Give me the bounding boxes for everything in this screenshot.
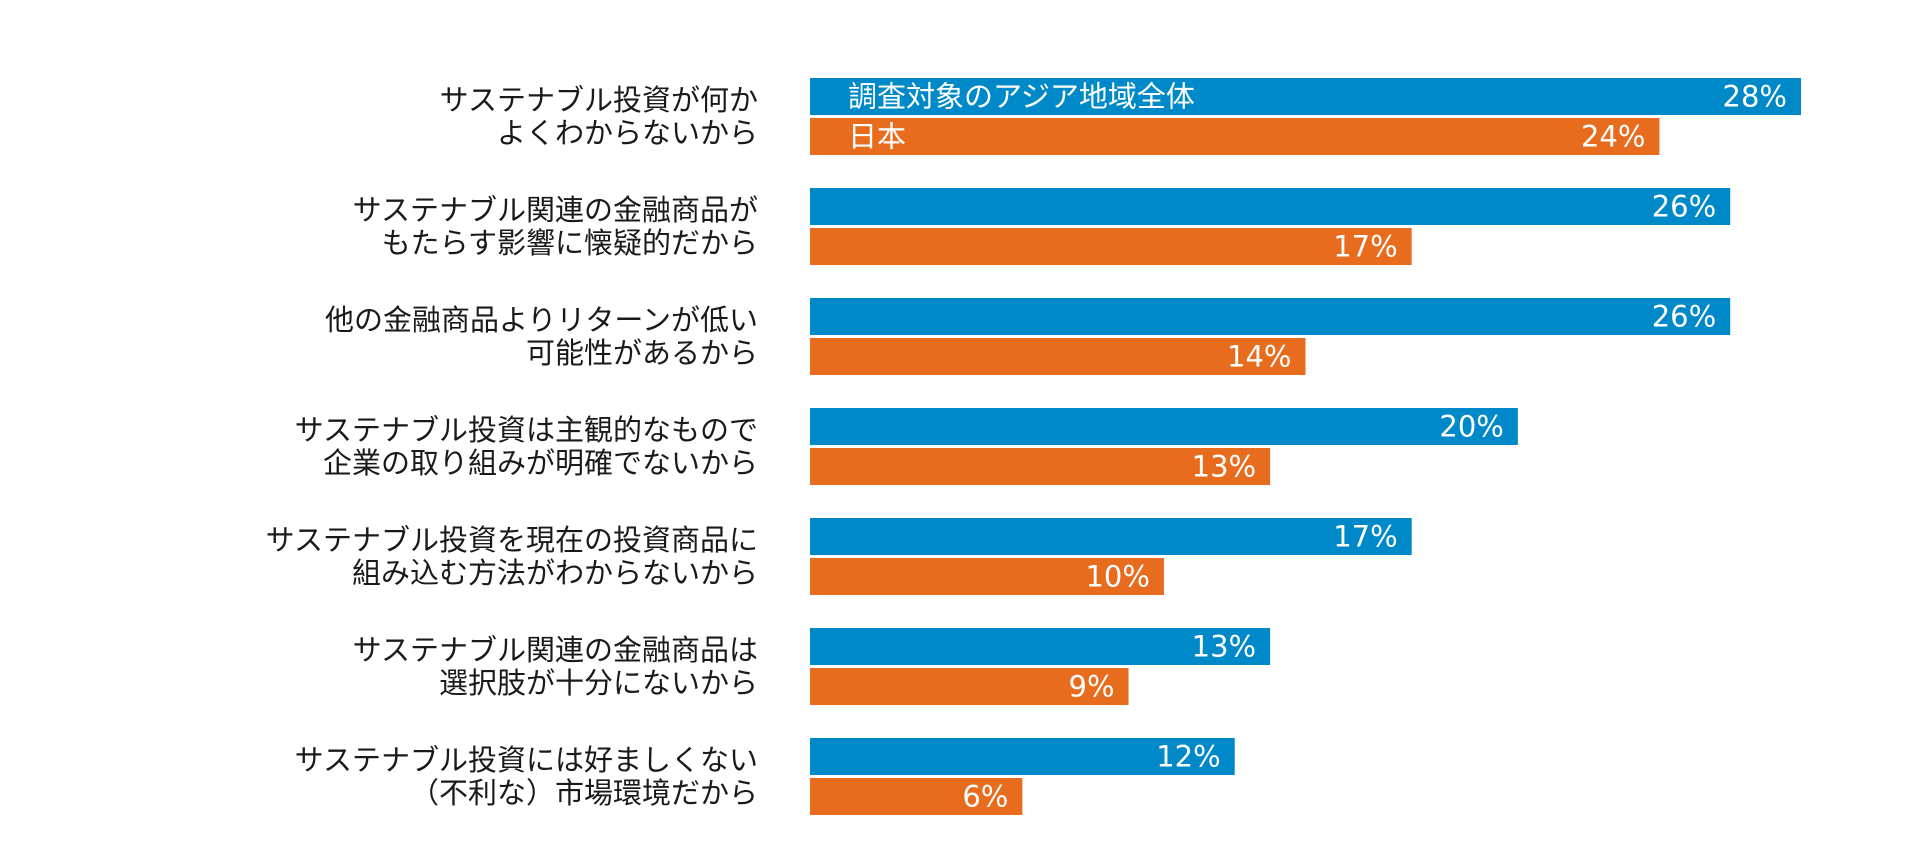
bar [810,518,1412,555]
bar-group: 他の金融商品よりリターンが低い可能性があるから 26% 14% [325,298,1731,375]
category-label-line: よくわからないから [497,116,758,150]
category-label: サステナブル関連の金融商品がもたらす影響に懐疑的だから [353,193,758,260]
bar-value-label: 14% [1227,340,1291,374]
bar-group: サステナブル関連の金融商品は選択肢が十分にないから 13% 9% [353,628,1271,705]
bar [810,228,1412,265]
bar-group: サステナブル投資が何かよくわからないから 28% 調査対象のアジア地域全体 24% 日本 [440,78,1801,155]
bar [810,668,1129,705]
series-legend-label: 日本 [848,120,906,154]
category-label: サステナブル関連の金融商品は選択肢が十分にないから [353,633,758,700]
category-label-line: 可能性があるから [526,336,758,370]
category-label: サステナブル投資には好ましくない（不利な）市場環境だから [295,743,758,810]
category-label-line: サステナブル関連の金融商品が [353,193,758,227]
category-label-line: サステナブル投資には好ましくない [295,743,758,777]
category-label: サステナブル投資は主観的なもので企業の取り組みが明確でないから [295,413,758,480]
category-label-line: （不利な）市場環境だから [410,776,758,810]
bar [810,408,1518,445]
category-label-line: 他の金融商品よりリターンが低い [325,303,758,337]
bar [810,78,1801,115]
category-label: サステナブル投資が何かよくわからないから [440,83,758,150]
bar-group: サステナブル投資を現在の投資商品に組み込む方法がわからないから 17% 10% [266,518,1412,595]
bar [810,628,1271,665]
category-label-line: もたらす影響に懐疑的だから [382,226,758,260]
bar [810,448,1271,485]
bar-value-label: 9% [1069,670,1115,704]
bar-value-label: 17% [1333,230,1397,264]
bar [810,338,1306,375]
bar [810,118,1660,155]
bar [810,738,1235,775]
category-label-line: 組み込む方法がわからないから [352,556,758,590]
bar-group: サステナブル関連の金融商品がもたらす影響に懐疑的だから 26% 17% [353,188,1731,265]
bar-group: サステナブル投資は主観的なもので企業の取り組みが明確でないから 20% 13% [295,408,1518,485]
bar [810,188,1731,225]
category-label: 他の金融商品よりリターンが低い可能性があるから [325,303,758,370]
category-label: サステナブル投資を現在の投資商品に組み込む方法がわからないから [266,523,758,590]
bar-value-label: 17% [1333,520,1397,554]
bar [810,558,1164,595]
bar-group: サステナブル投資には好ましくない（不利な）市場環境だから 12% 6% [295,738,1235,815]
category-label-line: 企業の取り組みが明確でないから [323,446,758,480]
series-legend-label: 調査対象のアジア地域全体 [848,80,1195,114]
bar-value-label: 26% [1652,300,1716,334]
bar-value-label: 12% [1156,740,1220,774]
bar [810,298,1731,335]
bar [810,778,1023,815]
bar-value-label: 26% [1652,190,1716,224]
bar-value-label: 13% [1192,450,1256,484]
category-label-line: サステナブル関連の金融商品は [353,633,758,667]
bar-value-label: 20% [1439,410,1503,444]
category-label-line: サステナブル投資を現在の投資商品に [266,523,758,557]
category-label-line: サステナブル投資は主観的なもので [295,413,758,447]
bar-value-label: 28% [1723,80,1787,114]
bar-value-label: 6% [962,780,1008,814]
category-label-line: サステナブル投資が何か [440,83,758,117]
bar-value-label: 10% [1085,560,1149,594]
bar-value-label: 24% [1581,120,1645,154]
category-label-line: 選択肢が十分にないから [439,666,758,700]
bar-value-label: 13% [1192,630,1256,664]
